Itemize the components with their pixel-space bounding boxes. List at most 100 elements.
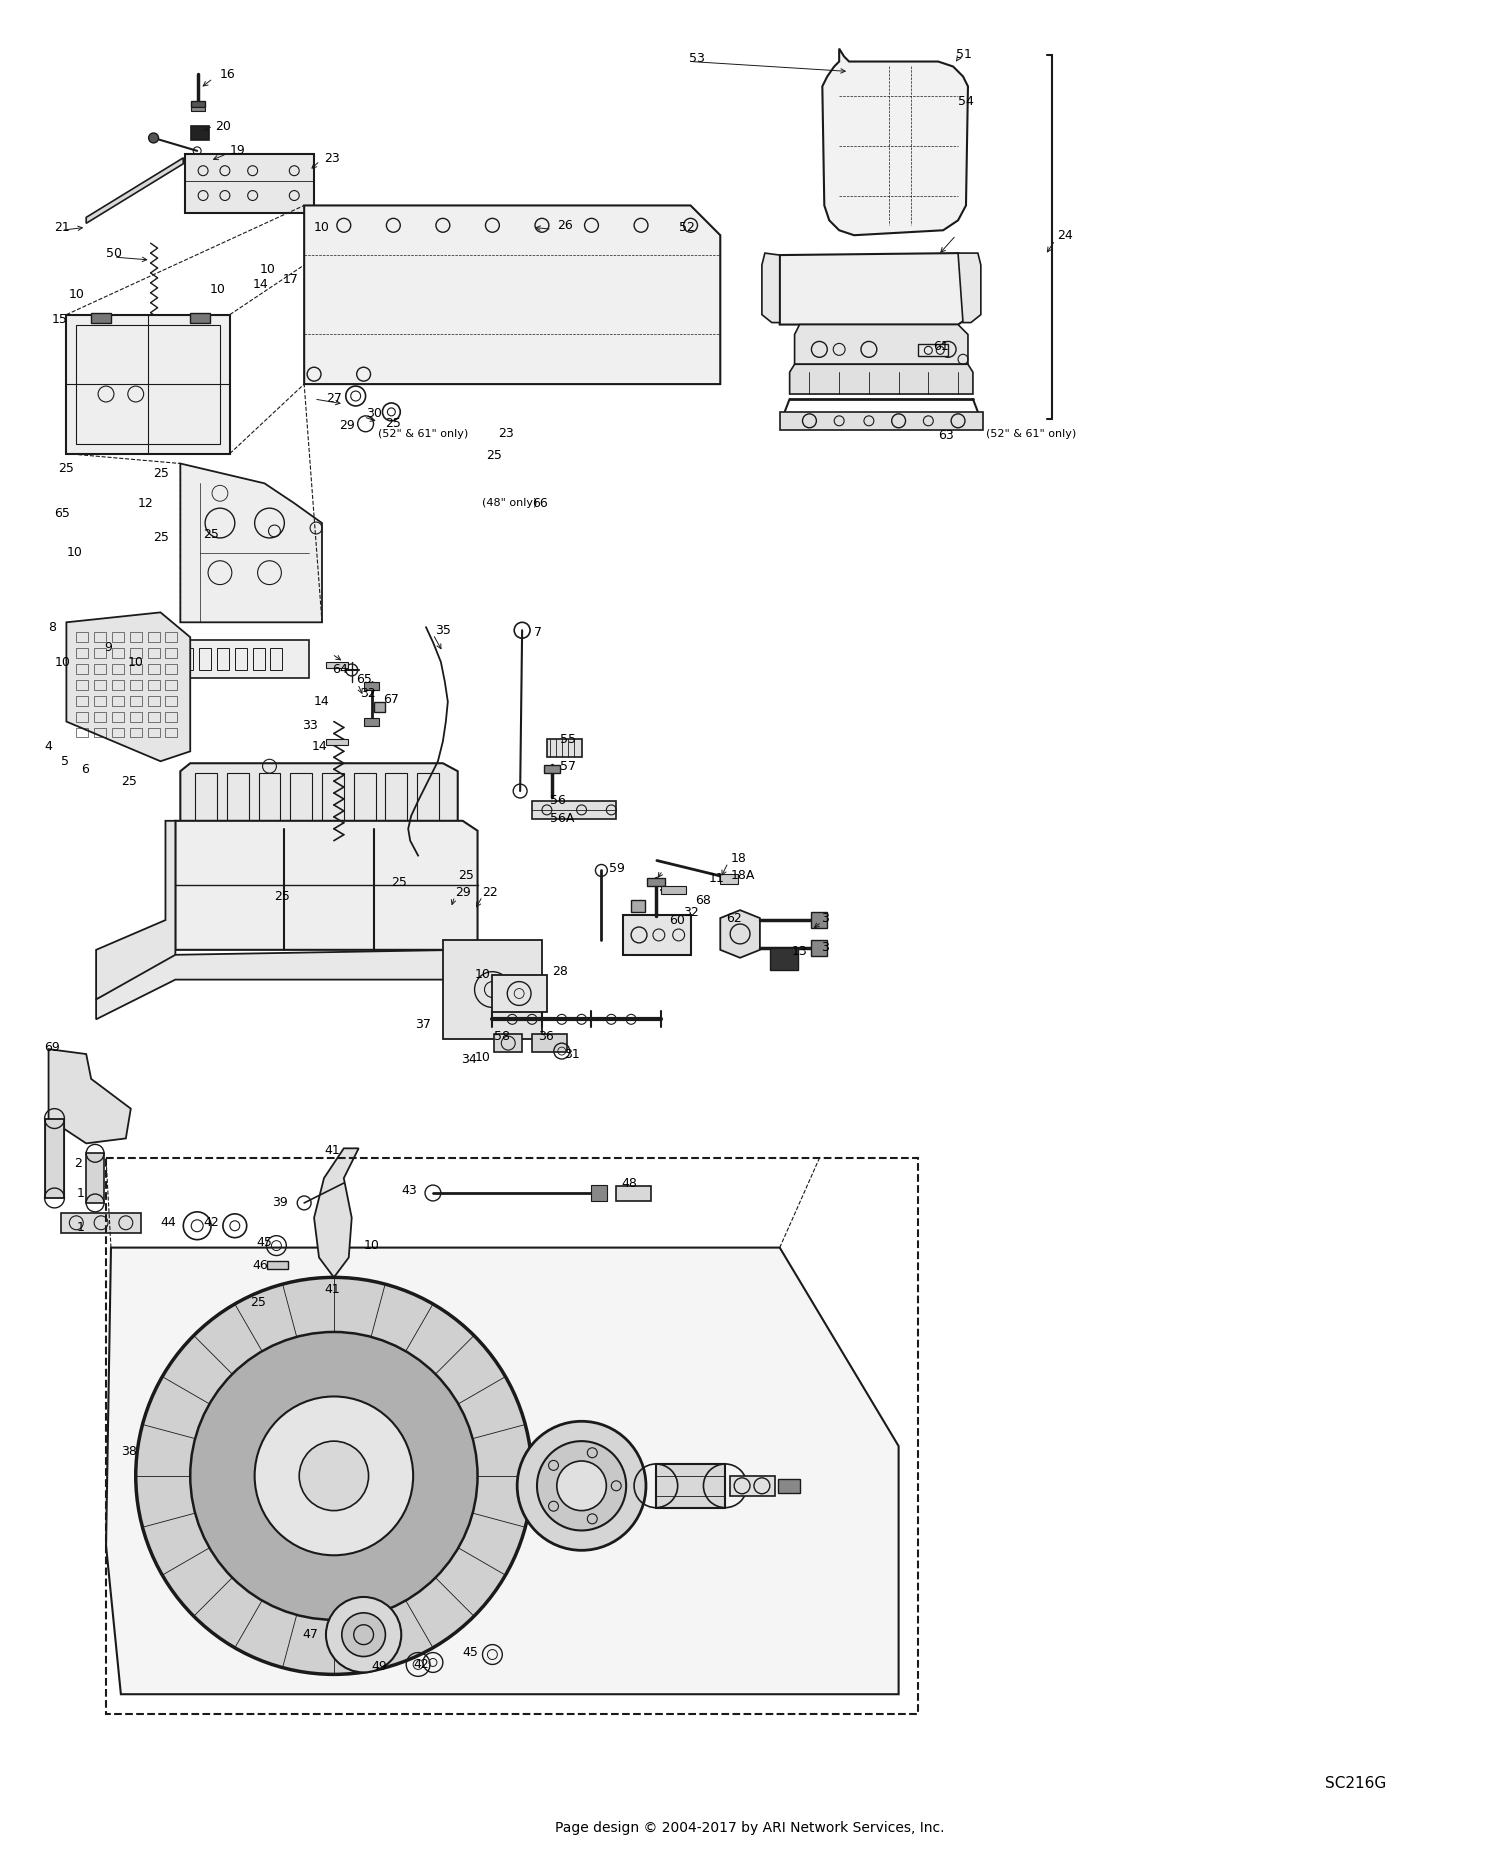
- Bar: [147, 631, 159, 643]
- Text: 25: 25: [153, 466, 170, 479]
- Polygon shape: [442, 940, 542, 1040]
- Text: 65: 65: [54, 507, 70, 520]
- Polygon shape: [180, 763, 458, 828]
- Text: 48: 48: [621, 1177, 638, 1190]
- Bar: [86, 1153, 104, 1203]
- Text: 37: 37: [416, 1018, 430, 1031]
- Bar: [112, 696, 125, 706]
- Text: 22: 22: [483, 886, 498, 899]
- Text: 25: 25: [274, 890, 291, 903]
- Text: 63: 63: [938, 429, 954, 442]
- Text: 25: 25: [58, 462, 75, 475]
- Circle shape: [135, 1278, 532, 1675]
- Text: Page design © 2004-2017 by ARI Network Services, Inc.: Page design © 2004-2017 by ARI Network S…: [555, 1822, 945, 1835]
- Bar: [632, 901, 645, 912]
- Text: 3: 3: [822, 941, 830, 954]
- Text: 69: 69: [45, 1040, 60, 1053]
- Bar: [186, 154, 314, 214]
- Bar: [662, 886, 686, 895]
- Circle shape: [537, 1441, 626, 1530]
- Text: 67: 67: [384, 693, 399, 706]
- Bar: [730, 1476, 776, 1495]
- Bar: [130, 665, 141, 674]
- Bar: [112, 648, 125, 657]
- Bar: [130, 680, 141, 689]
- Text: 10: 10: [128, 656, 144, 669]
- Text: 30: 30: [366, 407, 381, 420]
- Text: 36: 36: [538, 1029, 554, 1042]
- Text: 53: 53: [688, 52, 705, 65]
- Text: 42: 42: [202, 1216, 219, 1229]
- Bar: [190, 312, 210, 323]
- Bar: [130, 728, 141, 737]
- Bar: [374, 702, 386, 711]
- Text: 25: 25: [458, 869, 474, 882]
- Text: 50: 50: [106, 247, 122, 260]
- Bar: [190, 102, 206, 108]
- Text: 44: 44: [160, 1216, 177, 1229]
- Text: 25: 25: [202, 529, 219, 542]
- Text: 39: 39: [273, 1196, 288, 1209]
- Bar: [147, 648, 159, 657]
- Text: 46: 46: [252, 1259, 268, 1272]
- Text: 13: 13: [792, 945, 807, 958]
- Bar: [492, 975, 548, 1012]
- Bar: [548, 739, 582, 758]
- Bar: [165, 631, 177, 643]
- Bar: [532, 1034, 567, 1053]
- Bar: [495, 1034, 522, 1053]
- Bar: [777, 1478, 800, 1493]
- Polygon shape: [176, 821, 477, 949]
- Text: 56: 56: [550, 795, 566, 808]
- Polygon shape: [314, 1148, 358, 1278]
- Polygon shape: [106, 1248, 898, 1694]
- Text: 1: 1: [76, 1222, 84, 1235]
- Bar: [147, 696, 159, 706]
- Text: 58: 58: [495, 1029, 510, 1042]
- Text: 1: 1: [76, 1187, 84, 1200]
- Text: 35: 35: [435, 624, 451, 637]
- Text: 31: 31: [564, 1047, 579, 1060]
- Bar: [76, 711, 88, 722]
- Text: 10: 10: [314, 221, 330, 234]
- Text: 5: 5: [62, 754, 69, 767]
- Bar: [182, 648, 194, 670]
- Text: 43: 43: [402, 1183, 417, 1196]
- Text: 10: 10: [54, 656, 70, 669]
- Text: 45: 45: [462, 1645, 478, 1658]
- Text: 8: 8: [48, 620, 57, 633]
- Text: 47: 47: [302, 1629, 318, 1642]
- Text: SC216G: SC216G: [1324, 1775, 1386, 1790]
- Polygon shape: [66, 613, 190, 761]
- Text: 2: 2: [75, 1157, 82, 1170]
- Circle shape: [255, 1396, 413, 1556]
- Bar: [76, 728, 88, 737]
- Text: 66: 66: [532, 496, 548, 509]
- Text: 45: 45: [256, 1237, 273, 1250]
- Text: 64: 64: [332, 663, 348, 676]
- Bar: [591, 1185, 608, 1201]
- Bar: [165, 680, 177, 689]
- Bar: [164, 648, 176, 670]
- Bar: [226, 773, 249, 821]
- Bar: [812, 912, 828, 928]
- Bar: [720, 875, 738, 884]
- Text: 25: 25: [486, 449, 502, 462]
- Bar: [258, 773, 280, 821]
- Text: 56A: 56A: [550, 812, 574, 825]
- Bar: [780, 412, 982, 429]
- Bar: [236, 648, 246, 670]
- Text: 55: 55: [560, 734, 576, 747]
- Circle shape: [148, 134, 159, 143]
- Bar: [112, 665, 125, 674]
- Text: 17: 17: [282, 273, 298, 286]
- Text: 3: 3: [822, 912, 830, 925]
- Text: (52" & 61" only): (52" & 61" only): [986, 429, 1076, 438]
- Text: 10: 10: [69, 288, 84, 301]
- Text: 25: 25: [122, 774, 136, 787]
- Text: 4: 4: [45, 739, 53, 752]
- Text: 14: 14: [312, 739, 328, 752]
- Bar: [646, 878, 664, 886]
- Text: 18: 18: [730, 852, 746, 865]
- Bar: [195, 773, 217, 821]
